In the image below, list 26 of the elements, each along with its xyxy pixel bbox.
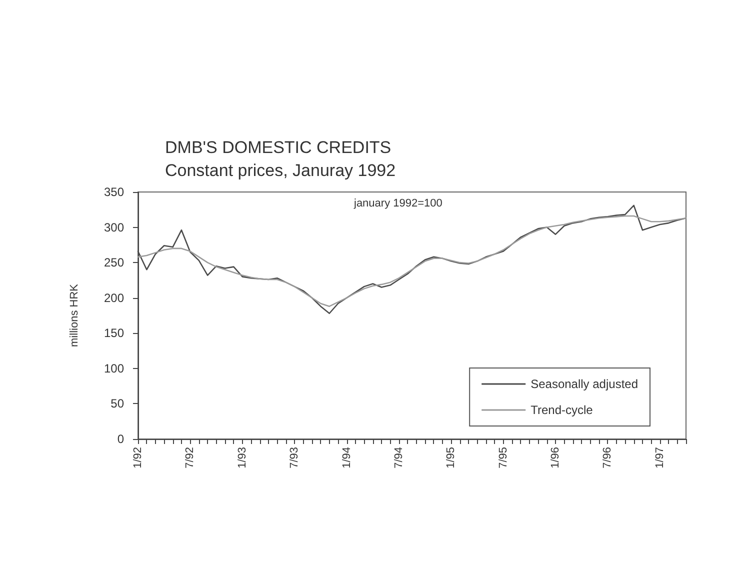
line-series — [137, 215, 687, 307]
x-tick-label: 7/95 — [497, 447, 510, 468]
y-tick-label: 200 — [104, 290, 124, 305]
y-tick-label: 300 — [104, 220, 124, 234]
x-tick-label: 1/94 — [340, 447, 353, 468]
legend-label: Seasonally adjusted — [530, 377, 638, 391]
x-tick-label: 1/96 — [550, 447, 562, 468]
x-tick-label: 7/93 — [288, 447, 301, 468]
chart-subtitle: Constant prices, Januray 1992 — [165, 161, 396, 180]
x-tick-label: 1/93 — [236, 447, 248, 468]
y-tick-label: 0 — [117, 432, 124, 446]
y-tick-label: 250 — [104, 256, 124, 270]
chart-title: DMB'S DOMESTIC CREDITS — [165, 138, 392, 157]
x-tick-label: 1/92 — [132, 447, 144, 468]
y-axis-title: millions HRK — [68, 283, 80, 347]
y-tick-label: 100 — [104, 361, 124, 376]
annotation: january 1992=100 — [353, 198, 442, 210]
x-tick-label: 1/97 — [654, 447, 666, 468]
x-tick-label: 7/94 — [392, 447, 405, 468]
y-tick-label: 50 — [110, 396, 124, 411]
x-tick-label: 7/92 — [184, 447, 196, 468]
x-tick-label: 1/95 — [445, 447, 458, 468]
x-tick-label: 7/96 — [602, 447, 614, 468]
y-tick-label: 350 — [104, 185, 124, 199]
y-tick-label: 150 — [104, 326, 124, 340]
legend-label: Trend-cycle — [530, 403, 594, 417]
